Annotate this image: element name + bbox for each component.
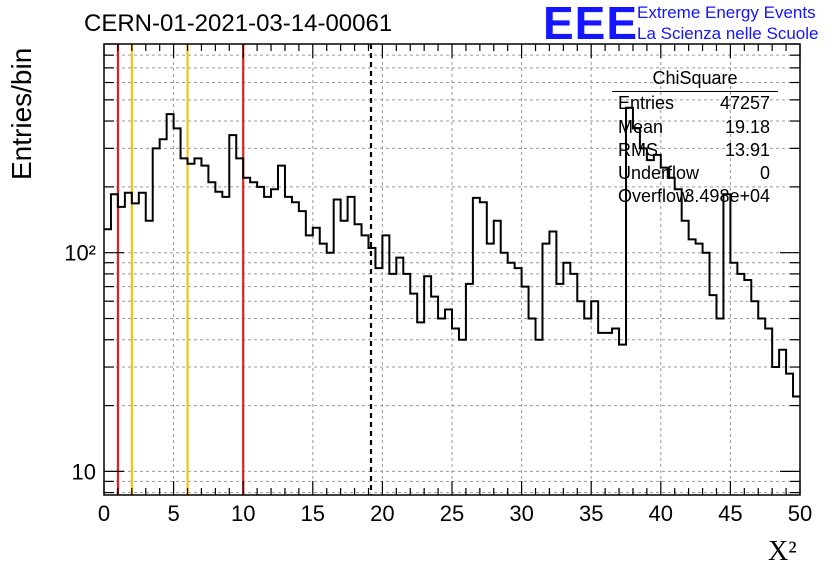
x-tick-label: 5 (167, 501, 179, 526)
y-tick-label: 10² (64, 241, 96, 266)
histogram-outline (104, 106, 800, 398)
stats-divider (612, 91, 778, 92)
x-tick-label: 30 (509, 501, 533, 526)
chart-title: CERN-01-2021-03-14-00061 (84, 10, 393, 37)
x-tick-label: 25 (440, 501, 464, 526)
stat-row-rms: RMS 13.91 (618, 140, 770, 162)
vertical-markers (116, 44, 373, 495)
eee-logo: EEE (543, 0, 639, 49)
stat-value: 13.91 (724, 140, 770, 160)
stat-value: 3.498e+04 (684, 186, 770, 206)
stat-key: Overflow (618, 186, 690, 206)
logo-caption-line1: Extreme Energy Events (637, 3, 816, 22)
stat-key: Mean (618, 117, 664, 137)
tick-labels: 0 5 10 15 20 25 30 35 40 45 50 10 10² (64, 241, 812, 526)
stat-row-mean: Mean 19.18 (618, 117, 770, 139)
stat-row-overflow: Overflow 3.498e+04 (618, 186, 770, 208)
stats-title: ChiSquare (652, 68, 738, 88)
stat-value: 19.18 (724, 117, 770, 137)
logo-caption-line2: La Scienza nelle Scuole (637, 24, 819, 43)
x-tick-label: 35 (579, 501, 603, 526)
x-tick-label: 15 (301, 501, 325, 526)
stat-value: 0 (759, 163, 770, 183)
x-tick-label: 20 (370, 501, 394, 526)
y-axis-label: Entries/bin (6, 47, 37, 180)
stat-row-entries: Entries 47257 (618, 93, 770, 115)
y-tick-label: 10 (72, 459, 96, 484)
stat-row-underflow: Underflow 0 (618, 163, 770, 185)
x-tick-label: 40 (649, 501, 673, 526)
x-tick-label: 0 (98, 501, 110, 526)
x-tick-label: 45 (718, 501, 742, 526)
axis-ticks (103, 43, 801, 495)
x-tick-label: 10 (231, 501, 255, 526)
stat-key: Underflow (618, 163, 700, 183)
stat-value: 47257 (719, 93, 770, 113)
stat-key: RMS (618, 140, 658, 160)
x-tick-label: 50 (788, 501, 812, 526)
x-axis-label: X² (768, 536, 797, 567)
stat-key: Entries (618, 93, 675, 113)
